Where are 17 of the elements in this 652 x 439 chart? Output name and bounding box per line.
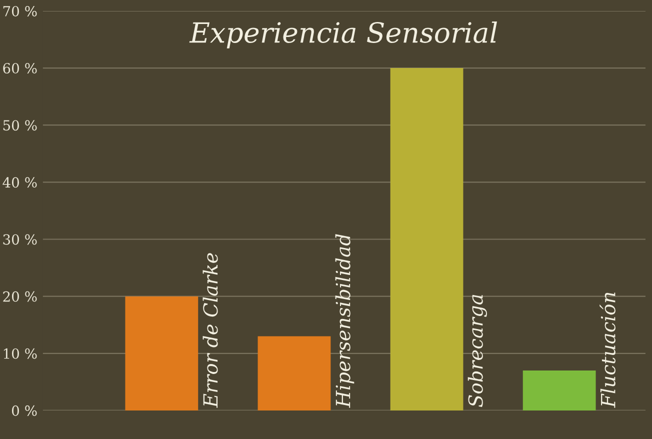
bar bbox=[125, 296, 198, 410]
y-tick-label: 60 % bbox=[3, 63, 37, 74]
x-tick-label: Error de Clarke bbox=[202, 253, 218, 408]
y-tick-label: 20 % bbox=[3, 291, 37, 302]
y-tick-label: 10 % bbox=[4, 348, 37, 359]
chart-title: Experiencia Sensorial bbox=[189, 21, 498, 48]
y-tick-label: 40 % bbox=[2, 177, 37, 188]
bar bbox=[522, 370, 596, 410]
y-tick-label: 30 % bbox=[3, 234, 37, 245]
y-tick-label: 0 % bbox=[12, 405, 37, 416]
x-tick-label: Fluctuación bbox=[600, 292, 616, 408]
y-tick-label: 70 % bbox=[3, 6, 37, 16]
y-tick-label: 50 % bbox=[3, 120, 37, 131]
bar bbox=[258, 336, 331, 410]
x-tick-label: Sobrecarga bbox=[468, 294, 487, 408]
bar bbox=[390, 68, 464, 410]
x-tick-label: Hipersensibilidad bbox=[335, 234, 354, 408]
